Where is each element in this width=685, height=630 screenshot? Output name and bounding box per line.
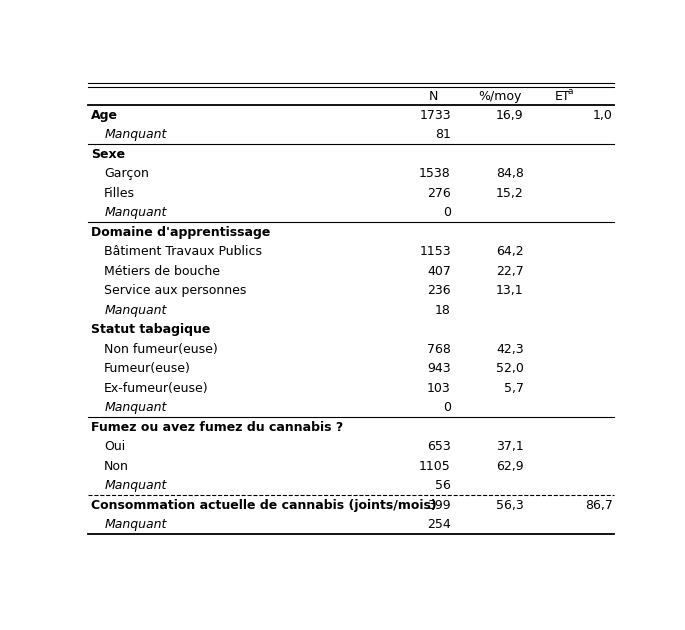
Text: Manquant: Manquant	[104, 206, 166, 219]
Text: 86,7: 86,7	[585, 499, 613, 512]
Text: %/moy: %/moy	[478, 89, 521, 103]
Text: ET: ET	[555, 89, 570, 103]
Text: Manquant: Manquant	[104, 304, 166, 317]
Text: Consommation actuelle de cannabis (joints/mois): Consommation actuelle de cannabis (joint…	[91, 499, 436, 512]
Text: 1105: 1105	[419, 460, 451, 472]
Text: 64,2: 64,2	[496, 245, 523, 258]
Text: 407: 407	[427, 265, 451, 278]
Text: Métiers de bouche: Métiers de bouche	[104, 265, 220, 278]
Text: Age: Age	[91, 108, 118, 122]
Text: Manquant: Manquant	[104, 128, 166, 141]
Text: Fumeur(euse): Fumeur(euse)	[104, 362, 191, 375]
Text: 52,0: 52,0	[496, 362, 523, 375]
Text: 943: 943	[427, 362, 451, 375]
Text: 22,7: 22,7	[496, 265, 523, 278]
Text: 399: 399	[427, 499, 451, 512]
Text: 1,0: 1,0	[593, 108, 613, 122]
Text: 0: 0	[443, 206, 451, 219]
Text: Manquant: Manquant	[104, 401, 166, 414]
Text: Garçon: Garçon	[104, 167, 149, 180]
Text: 0: 0	[443, 401, 451, 414]
Text: N: N	[429, 89, 438, 103]
Text: 18: 18	[435, 304, 451, 317]
Text: 84,8: 84,8	[496, 167, 523, 180]
Text: Bâtiment Travaux Publics: Bâtiment Travaux Publics	[104, 245, 262, 258]
Text: 5,7: 5,7	[503, 382, 523, 394]
Text: 254: 254	[427, 518, 451, 531]
Text: 276: 276	[427, 186, 451, 200]
Text: Domaine d'apprentissage: Domaine d'apprentissage	[91, 226, 271, 239]
Text: 56: 56	[435, 479, 451, 492]
Text: 42,3: 42,3	[496, 343, 523, 355]
Text: Service aux personnes: Service aux personnes	[104, 284, 247, 297]
Text: 236: 236	[427, 284, 451, 297]
Text: Statut tabagique: Statut tabagique	[91, 323, 210, 336]
Text: Non: Non	[104, 460, 129, 472]
Text: Filles: Filles	[104, 186, 135, 200]
Text: Oui: Oui	[104, 440, 125, 453]
Text: 15,2: 15,2	[496, 186, 523, 200]
Text: Manquant: Manquant	[104, 518, 166, 531]
Text: 768: 768	[427, 343, 451, 355]
Text: 1733: 1733	[419, 108, 451, 122]
Text: a: a	[567, 87, 573, 96]
Text: Manquant: Manquant	[104, 479, 166, 492]
Text: 1538: 1538	[419, 167, 451, 180]
Text: 103: 103	[427, 382, 451, 394]
Text: 62,9: 62,9	[496, 460, 523, 472]
Text: Fumez ou avez fumez du cannabis ?: Fumez ou avez fumez du cannabis ?	[91, 421, 343, 433]
Text: 37,1: 37,1	[496, 440, 523, 453]
Text: 16,9: 16,9	[496, 108, 523, 122]
Text: 56,3: 56,3	[496, 499, 523, 512]
Text: 81: 81	[435, 128, 451, 141]
Text: 653: 653	[427, 440, 451, 453]
Text: Ex-fumeur(euse): Ex-fumeur(euse)	[104, 382, 209, 394]
Text: 13,1: 13,1	[496, 284, 523, 297]
Text: Non fumeur(euse): Non fumeur(euse)	[104, 343, 218, 355]
Text: Sexe: Sexe	[91, 147, 125, 161]
Text: 1153: 1153	[419, 245, 451, 258]
